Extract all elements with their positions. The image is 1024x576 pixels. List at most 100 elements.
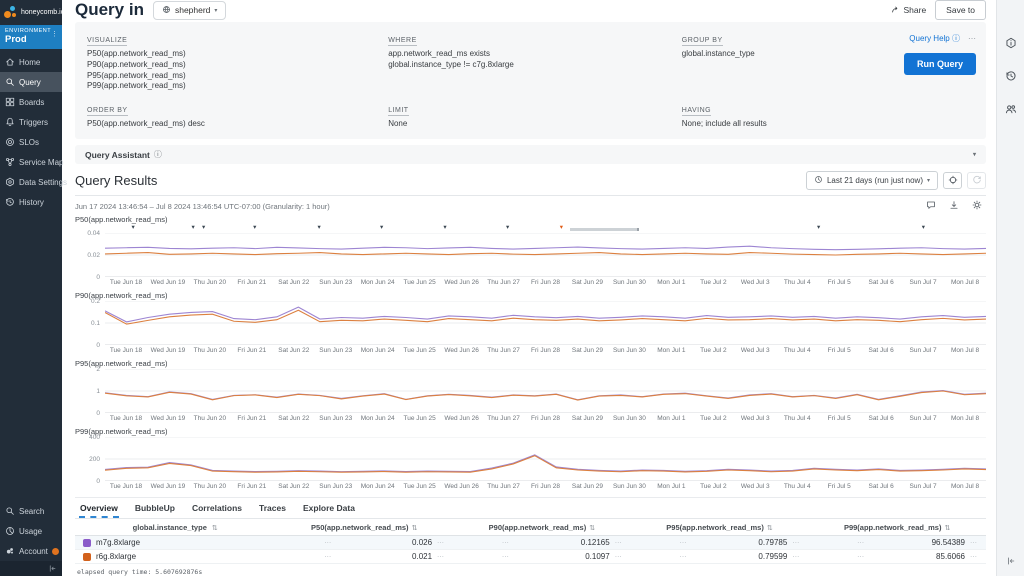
sidebar-item-home[interactable]: Home [0, 52, 62, 72]
x-tick-label: Mon Jul 1 [650, 277, 692, 286]
download-icon[interactable] [949, 200, 959, 212]
y-tick-label: 0 [96, 410, 100, 417]
x-tick-label: Thu Jun 20 [189, 481, 231, 490]
honeycomb-logo[interactable]: honeycomb.io [0, 0, 62, 25]
x-tick-label: Sun Jul 7 [902, 481, 944, 490]
chart-title: P50(app.network_read_ms) [75, 215, 986, 224]
query-clause-limit[interactable]: LIMITNone [388, 99, 670, 130]
clause-label: VISUALIZE [87, 37, 127, 46]
rail-collapse-button[interactable] [1006, 553, 1016, 571]
x-tick-label: Wed Jun 19 [147, 277, 189, 286]
gear-icon[interactable] [972, 200, 982, 212]
chart-plot-area[interactable] [105, 437, 986, 481]
chart-plot-area[interactable] [105, 233, 986, 277]
clause-value: P90(app.network_read_ms) [87, 60, 376, 71]
x-tick-label: Fri Jun 28 [525, 413, 567, 422]
instance-type-value: m7g.8xlarge [96, 538, 140, 547]
save-to-button[interactable]: Save to [935, 0, 986, 20]
run-query-button[interactable]: Run Query [904, 53, 976, 75]
x-tick-label: Fri Jul 5 [818, 277, 860, 286]
sidebar-item-search[interactable]: Search [0, 501, 62, 521]
query-assistant-bar[interactable]: Query Assistant ⓘ ▾ [75, 145, 986, 164]
x-tick-label: Tue Jul 2 [692, 481, 734, 490]
deploy-marker-icon[interactable]: ▾ [922, 224, 925, 232]
sidebar-collapse-button[interactable] [0, 561, 62, 576]
query-clause-where[interactable]: WHEREapp.network_read_ms existsglobal.in… [388, 29, 670, 92]
x-tick-label: Thu Jul 4 [776, 345, 818, 354]
refresh-button[interactable] [967, 172, 986, 189]
sidebar-item-service-map[interactable]: Service Map [0, 152, 62, 172]
account-icon [5, 546, 15, 556]
sort-icon[interactable]: ⇅ [944, 524, 950, 532]
table-row-r6g-8xlarge[interactable]: r6g.8xlarge⋯0.021⋯⋯0.1097⋯⋯0.79599⋯⋯85.6… [75, 550, 986, 564]
query-help-link[interactable]: Query Help ⓘ [909, 34, 960, 43]
sparkline: ⋯ [631, 553, 736, 561]
table-row-m7g-8xlarge[interactable]: m7g.8xlarge⋯0.026⋯⋯0.12165⋯⋯0.79785⋯⋯96.… [75, 536, 986, 550]
chart-plot-area[interactable] [105, 301, 986, 345]
x-tick-label: Sun Jul 7 [902, 413, 944, 422]
sidebar-item-data-settings[interactable]: Data Settings [0, 172, 62, 192]
metric-value: 96.54389 [913, 538, 965, 547]
details-button[interactable] [1005, 36, 1017, 54]
chart-title: P99(app.network_read_ms) [75, 427, 986, 436]
environment-switcher[interactable]: ENVIRONMENT Prod ⋮ [0, 25, 62, 49]
sidebar-item-history[interactable]: History [0, 192, 62, 212]
sparkline: ⋯ [453, 539, 558, 547]
tab-traces[interactable]: Traces [258, 498, 287, 518]
query-clause-group-by[interactable]: GROUP BYglobal.instance_type [682, 29, 834, 92]
time-range-dropdown[interactable]: Last 21 days (run just now) ▾ [806, 171, 938, 190]
deploy-marker-icon[interactable]: ▾ [317, 224, 320, 232]
sidebar-item-query[interactable]: Query [0, 72, 62, 92]
x-tick-label: Wed Jul 3 [734, 345, 776, 354]
marker-range-bar[interactable] [570, 228, 639, 231]
x-tick-label: Sat Jul 6 [860, 481, 902, 490]
deploy-marker-icon[interactable]: ▾ [817, 224, 820, 232]
sidebar-item-account[interactable]: Account [0, 541, 62, 561]
deploy-marker-icon[interactable]: ▾ [202, 224, 205, 232]
sidebar-item-usage[interactable]: Usage [0, 521, 62, 541]
query-clause-visualize[interactable]: VISUALIZEP50(app.network_read_ms)P90(app… [87, 29, 376, 92]
tab-overview[interactable]: Overview [79, 498, 119, 518]
sidebar-item-label: Home [19, 58, 40, 67]
deploy-marker-icon[interactable]: ▾ [132, 224, 135, 232]
tab-explore-data[interactable]: Explore Data [302, 498, 356, 518]
share-button[interactable]: Share [891, 5, 926, 16]
sort-icon[interactable]: ⇅ [212, 524, 218, 532]
environment-menu-icon[interactable]: ⋮ [51, 30, 58, 38]
tab-bubbleup[interactable]: BubbleUp [134, 498, 176, 518]
query-clause-order-by[interactable]: ORDER BYP50(app.network_read_ms) desc [87, 99, 376, 130]
sidebar-item-boards[interactable]: Boards [0, 92, 62, 112]
query-history-button[interactable] [1005, 69, 1017, 87]
deploy-marker-icon[interactable]: ▾ [191, 224, 194, 232]
deploy-marker-icon[interactable]: ▾ [560, 224, 563, 232]
sidebar-nav: Home QueryBoardsTriggersSLOsService MapDa… [0, 49, 62, 561]
x-tick-label: Fri Jun 28 [525, 345, 567, 354]
sidebar-item-slos[interactable]: SLOs [0, 132, 62, 152]
chart-plot-area[interactable] [105, 369, 986, 413]
y-axis: 012 [75, 369, 105, 413]
sort-icon[interactable]: ⇅ [767, 524, 773, 532]
deploy-marker-icon[interactable]: ▾ [253, 224, 256, 232]
deploy-marker-icon[interactable]: ▾ [443, 224, 446, 232]
comment-icon[interactable] [926, 200, 936, 212]
query-clause-having[interactable]: HAVINGNone; include all results [682, 99, 834, 130]
deploy-marker-icon[interactable]: ▾ [380, 224, 383, 232]
sort-icon[interactable]: ⇅ [589, 524, 595, 532]
tab-correlations[interactable]: Correlations [191, 498, 243, 518]
x-tick-label: Fri Jul 5 [818, 345, 860, 354]
dataset-icon [162, 5, 171, 16]
deploy-marker-icon[interactable]: ▾ [506, 224, 509, 232]
sidebar-item-triggers[interactable]: Triggers [0, 112, 62, 132]
people-icon [1005, 102, 1017, 119]
graph-settings-button[interactable] [943, 172, 962, 189]
sidebar-item-label: Account [19, 547, 48, 556]
team-activity-button[interactable] [1005, 102, 1017, 120]
query-help-more-icon[interactable]: ⋯ [968, 34, 976, 43]
sparkline: ⋯ [275, 539, 380, 547]
sort-icon[interactable]: ⇅ [412, 524, 418, 532]
cell-more-icon: ⋯ [437, 539, 453, 547]
series-color-swatch [83, 539, 91, 547]
dataset-selector[interactable]: shepherd ▾ [153, 1, 226, 20]
y-tick-label: 400 [89, 434, 100, 441]
clause-value: P95(app.network_read_ms) [87, 71, 376, 82]
